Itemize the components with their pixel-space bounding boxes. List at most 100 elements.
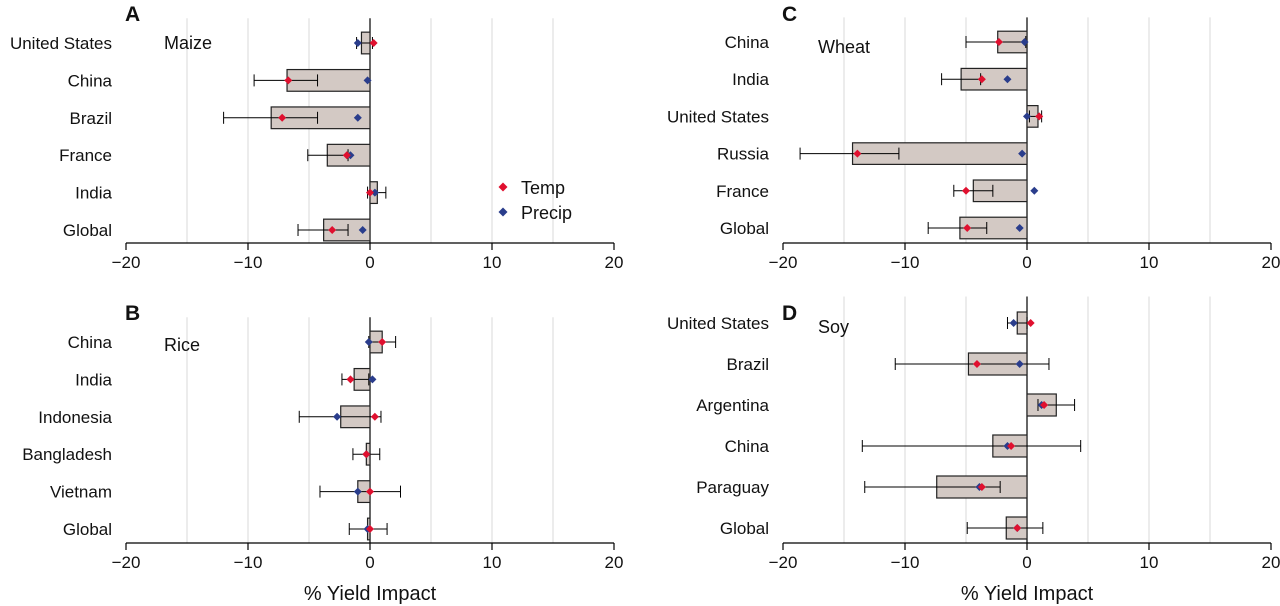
crop-title: Rice bbox=[164, 335, 200, 355]
panel-rice: −20 −10 0 10 20 B Rice China India Indonesia Bangl… bbox=[22, 302, 623, 605]
temp-point bbox=[342, 151, 351, 160]
precip-point bbox=[353, 39, 362, 47]
category-label: China bbox=[725, 33, 770, 52]
x-axis-title: % Yield Impact bbox=[304, 583, 437, 605]
temp-point bbox=[370, 412, 379, 421]
crop-title: Wheat bbox=[818, 37, 870, 57]
category-label: France bbox=[716, 182, 769, 201]
precip-point bbox=[364, 338, 373, 346]
x-tick-label: 0 bbox=[365, 253, 374, 272]
panel-wheat: −20 −10 0 10 20 C Wheat China India United States… bbox=[667, 3, 1280, 272]
x-tick-label: −10 bbox=[891, 553, 920, 572]
category-label: India bbox=[732, 70, 769, 89]
temp-point bbox=[972, 360, 981, 368]
precip-point bbox=[1023, 112, 1031, 121]
x-tick-label: 20 bbox=[605, 553, 624, 572]
temp-point bbox=[366, 188, 374, 197]
x-tick-label: −20 bbox=[769, 553, 798, 572]
category-label: Vietnam bbox=[50, 483, 112, 502]
legend-precip-label: Precip bbox=[521, 203, 572, 223]
temp-point bbox=[328, 226, 337, 234]
temp-point bbox=[278, 113, 287, 122]
legend-temp-marker bbox=[498, 182, 508, 192]
temp-point bbox=[1026, 319, 1035, 327]
category-label: China bbox=[725, 437, 770, 456]
temp-point bbox=[1007, 442, 1016, 450]
crop-title: Soy bbox=[818, 317, 849, 337]
x-tick-label: 10 bbox=[1140, 253, 1159, 272]
category-label: United States bbox=[10, 34, 112, 53]
temp-point bbox=[1013, 524, 1022, 532]
temp-point bbox=[366, 525, 374, 533]
temp-point bbox=[362, 450, 371, 459]
panel-label: C bbox=[782, 3, 797, 26]
precip-point bbox=[1020, 38, 1029, 46]
temp-point bbox=[853, 149, 862, 158]
temp-point bbox=[1040, 401, 1049, 409]
temp-point bbox=[977, 75, 986, 84]
crop-title: Maize bbox=[164, 33, 212, 53]
x-tick-label: 20 bbox=[1262, 553, 1280, 572]
precip-point bbox=[333, 412, 342, 421]
temp-point bbox=[284, 76, 293, 85]
category-label: Paraguay bbox=[696, 478, 769, 497]
category-label: Global bbox=[63, 520, 112, 539]
x-axis-title: % Yield Impact bbox=[961, 583, 1094, 605]
precip-point bbox=[1018, 149, 1027, 158]
x-tick-label: 20 bbox=[605, 253, 624, 272]
precip-point bbox=[1015, 224, 1024, 232]
x-tick-label: 0 bbox=[365, 553, 374, 572]
temp-point bbox=[378, 338, 387, 346]
temp-point bbox=[1035, 112, 1044, 121]
x-tick-label: −10 bbox=[234, 553, 263, 572]
panel-maize: −20 −10 0 10 20 A Maize United States China Brazi… bbox=[10, 3, 624, 272]
panel-label: B bbox=[125, 302, 140, 325]
x-tick-label: 10 bbox=[483, 553, 502, 572]
x-tick-label: −10 bbox=[234, 253, 263, 272]
category-label: Global bbox=[720, 219, 769, 238]
temp-point bbox=[366, 487, 374, 496]
legend-temp-label: Temp bbox=[521, 178, 565, 198]
precip-point bbox=[353, 487, 362, 496]
temp-point bbox=[962, 186, 970, 195]
x-tick-label: −20 bbox=[112, 253, 141, 272]
precip-point bbox=[358, 226, 367, 234]
temp-point bbox=[369, 39, 378, 47]
precip-point bbox=[368, 375, 377, 384]
temp-point bbox=[346, 375, 355, 384]
category-label: United States bbox=[667, 314, 769, 333]
category-label: China bbox=[68, 71, 113, 90]
category-label: Argentina bbox=[696, 396, 769, 415]
precip-point bbox=[1003, 75, 1012, 84]
precip-point bbox=[1015, 360, 1024, 368]
x-tick-label: 20 bbox=[1262, 253, 1280, 272]
category-label: France bbox=[59, 146, 112, 165]
x-tick-label: 0 bbox=[1022, 553, 1031, 572]
legend-precip-marker bbox=[498, 207, 508, 217]
legend: Temp Precip bbox=[498, 178, 572, 223]
x-tick-label: 10 bbox=[483, 253, 502, 272]
panel-soy: −20 −10 0 10 20 D Soy United States Brazil Argent… bbox=[667, 296, 1280, 605]
panel-label: A bbox=[125, 3, 140, 26]
x-tick-label: −20 bbox=[769, 253, 798, 272]
category-label: Bangladesh bbox=[22, 445, 112, 464]
x-tick-label: −20 bbox=[112, 553, 141, 572]
category-label: India bbox=[75, 370, 112, 389]
panel-label: D bbox=[782, 302, 797, 325]
category-label: Global bbox=[720, 519, 769, 538]
x-tick-label: 10 bbox=[1140, 553, 1159, 572]
temp-point bbox=[977, 483, 986, 491]
category-label: India bbox=[75, 184, 112, 203]
precip-point bbox=[1009, 319, 1018, 327]
x-tick-label: −10 bbox=[891, 253, 920, 272]
category-label: Brazil bbox=[69, 109, 112, 128]
precip-point bbox=[353, 113, 362, 122]
category-label: China bbox=[68, 333, 113, 352]
precip-point bbox=[363, 76, 372, 85]
category-label: United States bbox=[667, 107, 769, 126]
x-tick-label: 0 bbox=[1022, 253, 1031, 272]
category-label: Global bbox=[63, 221, 112, 240]
category-label: Russia bbox=[717, 145, 770, 164]
category-label: Brazil bbox=[726, 355, 769, 374]
